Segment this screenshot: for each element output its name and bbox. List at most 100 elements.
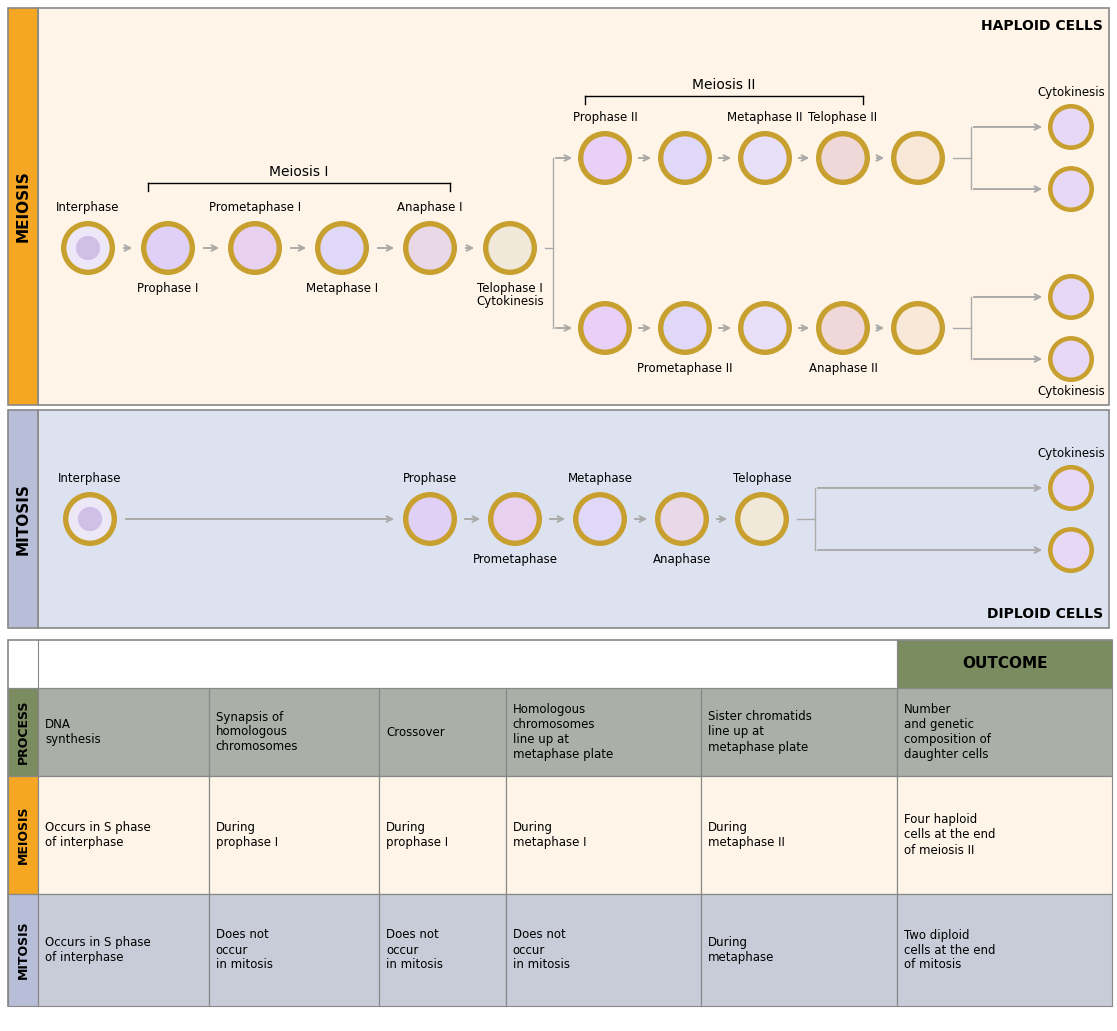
Text: Homologous
chromosomes
line up at
metaphase plate: Homologous chromosomes line up at metaph… [513, 703, 613, 761]
Text: DIPLOID CELLS: DIPLOID CELLS [987, 607, 1102, 621]
FancyBboxPatch shape [506, 776, 701, 894]
Circle shape [660, 497, 704, 540]
FancyBboxPatch shape [8, 894, 38, 1006]
Circle shape [1052, 278, 1089, 315]
Circle shape [1048, 336, 1094, 383]
FancyBboxPatch shape [8, 8, 38, 405]
Circle shape [61, 221, 115, 275]
Circle shape [735, 492, 789, 546]
Circle shape [63, 492, 117, 546]
Text: During
prophase I: During prophase I [216, 821, 278, 849]
Text: Metaphase I: Metaphase I [306, 282, 378, 295]
Text: Sister chromatids
line up at
metaphase plate: Sister chromatids line up at metaphase p… [708, 710, 812, 754]
Circle shape [1052, 171, 1089, 207]
Text: Prometaphase: Prometaphase [472, 553, 557, 566]
Text: During
metaphase I: During metaphase I [513, 821, 586, 849]
Circle shape [891, 131, 945, 185]
Circle shape [228, 221, 281, 275]
Circle shape [68, 497, 112, 540]
Circle shape [321, 227, 364, 269]
Text: Number
and genetic
composition of
daughter cells: Number and genetic composition of daught… [904, 703, 991, 761]
Circle shape [66, 227, 109, 269]
FancyBboxPatch shape [8, 776, 38, 894]
Text: Prophase: Prophase [403, 472, 457, 485]
Circle shape [663, 306, 707, 350]
Text: Telophase: Telophase [733, 472, 791, 485]
FancyBboxPatch shape [8, 640, 1113, 1006]
Text: Metaphase II: Metaphase II [727, 111, 803, 124]
FancyBboxPatch shape [38, 894, 209, 1006]
Text: Cytokinesis: Cytokinesis [1037, 385, 1105, 398]
Text: Cytokinesis: Cytokinesis [476, 295, 544, 308]
Text: During
metaphase: During metaphase [708, 936, 775, 964]
Circle shape [1052, 469, 1089, 506]
Circle shape [1048, 465, 1094, 511]
Circle shape [488, 492, 542, 546]
Text: Two diploid
cells at the end
of mitosis: Two diploid cells at the end of mitosis [904, 929, 995, 971]
Text: MITOSIS: MITOSIS [17, 921, 29, 979]
Circle shape [233, 227, 277, 269]
FancyBboxPatch shape [38, 410, 1109, 628]
FancyBboxPatch shape [897, 776, 1113, 894]
Circle shape [658, 131, 712, 185]
Text: DNA
synthesis: DNA synthesis [45, 718, 101, 746]
Circle shape [744, 306, 786, 350]
FancyBboxPatch shape [701, 894, 897, 1006]
Circle shape [494, 497, 536, 540]
Text: Anaphase II: Anaphase II [809, 362, 878, 375]
Text: MEIOSIS: MEIOSIS [16, 170, 30, 242]
Text: Occurs in S phase
of interphase: Occurs in S phase of interphase [45, 821, 151, 849]
Text: Anaphase: Anaphase [652, 553, 712, 566]
Circle shape [821, 136, 865, 179]
Circle shape [403, 492, 457, 546]
Circle shape [1052, 108, 1089, 145]
Circle shape [897, 306, 939, 350]
Circle shape [891, 301, 945, 355]
FancyBboxPatch shape [209, 688, 379, 776]
FancyBboxPatch shape [8, 688, 38, 776]
Text: Meiosis I: Meiosis I [269, 165, 328, 179]
Circle shape [76, 236, 101, 260]
Text: Telophase I: Telophase I [477, 282, 543, 295]
Text: Prophase I: Prophase I [137, 282, 199, 295]
Circle shape [821, 306, 865, 350]
Circle shape [1052, 532, 1089, 568]
Circle shape [817, 131, 870, 185]
Circle shape [315, 221, 369, 275]
FancyBboxPatch shape [38, 776, 209, 894]
Circle shape [738, 131, 792, 185]
Circle shape [658, 301, 712, 355]
FancyBboxPatch shape [209, 894, 379, 1006]
Text: Prometaphase II: Prometaphase II [638, 362, 733, 375]
Circle shape [579, 497, 621, 540]
Circle shape [1052, 340, 1089, 377]
Text: Synapsis of
homologous
chromosomes: Synapsis of homologous chromosomes [216, 710, 298, 754]
Circle shape [573, 492, 627, 546]
Text: Cytokinesis: Cytokinesis [1037, 86, 1105, 99]
Text: Meiosis II: Meiosis II [693, 78, 756, 92]
Text: Anaphase I: Anaphase I [398, 201, 462, 214]
Circle shape [488, 227, 532, 269]
Text: Cytokinesis: Cytokinesis [1037, 447, 1105, 460]
Text: OUTCOME: OUTCOME [962, 657, 1048, 671]
FancyBboxPatch shape [8, 410, 38, 628]
FancyBboxPatch shape [38, 8, 1109, 405]
Circle shape [146, 227, 190, 269]
Circle shape [817, 301, 870, 355]
Circle shape [663, 136, 707, 179]
Text: Interphase: Interphase [58, 472, 122, 485]
Circle shape [483, 221, 537, 275]
FancyBboxPatch shape [38, 688, 209, 776]
Text: MITOSIS: MITOSIS [16, 484, 30, 555]
Text: Occurs in S phase
of interphase: Occurs in S phase of interphase [45, 936, 151, 964]
Circle shape [738, 301, 792, 355]
Text: MEIOSIS: MEIOSIS [17, 806, 29, 864]
Circle shape [78, 507, 102, 531]
Circle shape [1048, 274, 1094, 320]
Text: HAPLOID CELLS: HAPLOID CELLS [981, 19, 1102, 33]
Text: PROCESS: PROCESS [17, 700, 29, 764]
FancyBboxPatch shape [506, 688, 701, 776]
Circle shape [583, 306, 627, 350]
Circle shape [741, 497, 784, 540]
Text: Interphase: Interphase [56, 201, 120, 214]
